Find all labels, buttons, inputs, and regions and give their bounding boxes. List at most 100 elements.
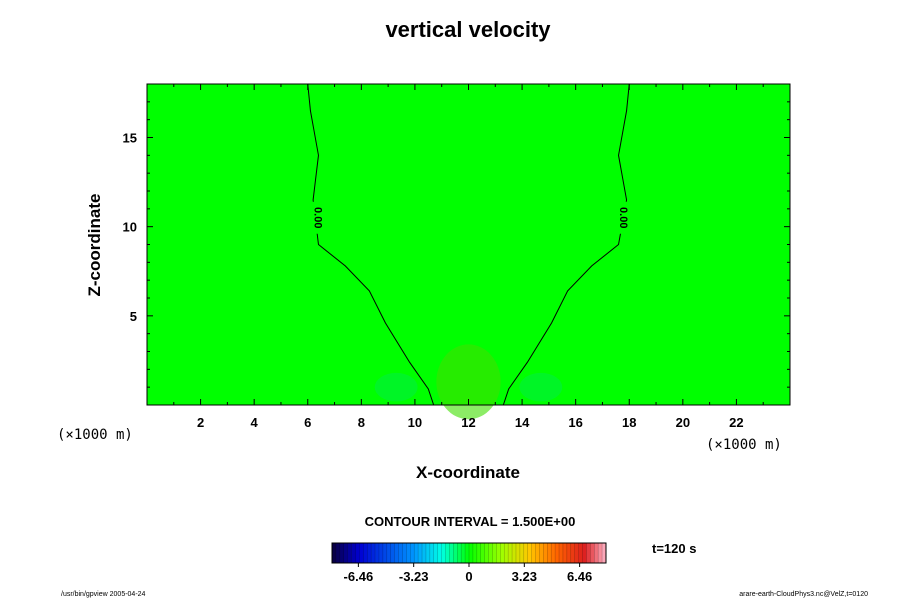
colorbar-step [598,543,603,563]
contour-interval: CONTOUR INTERVAL = 1.500E+00 [365,514,576,529]
colorbar-step [519,543,525,563]
colorbar-step [551,543,556,563]
contour-label-bg-1 [616,201,631,234]
x-axis-unit: (×1000 m) [706,437,782,453]
footer-left: /usr/bin/gpview 2005-04-24 [61,591,146,598]
colorbar-step [492,543,497,563]
colorbar-step [402,543,407,563]
contour-line-0 [307,83,435,406]
colorbar-step [469,543,474,563]
colorbar-step [496,543,501,563]
colorbar-step [484,543,489,563]
colorbar-step [555,543,560,563]
colorbar-step [355,543,360,563]
colorbar-step [570,543,575,563]
colorbar-step [457,543,462,563]
colorbar-step [461,543,466,563]
colorbar-tick-label: 0 [465,569,472,584]
colorbar-tick-label: -6.46 [344,569,374,584]
footer-right: arare-earth-CloudPhys3.nc@VelZ,t=0120 [739,591,868,598]
colorbar-step [504,543,509,563]
chart-title: vertical velocity [385,17,551,42]
x-tick-label: 14 [515,415,530,430]
x-tick-label: 18 [622,415,636,430]
x-tick-label: 6 [304,415,311,430]
field-highlight-1 [374,372,418,402]
colorbar-step [414,543,419,563]
colorbar-step [422,543,427,563]
colorbar-step [359,543,364,563]
colorbar-step [539,543,544,563]
colorbar-step [449,543,454,563]
colorbar-step [398,543,403,563]
colorbar-tick-label: 3.23 [512,569,537,584]
colorbar-step [594,543,599,563]
colorbar-step [363,543,368,563]
colorbar-step [335,543,341,563]
colorbar-step [590,543,595,563]
colorbar-step [386,543,392,563]
y-axis-label: Z-coordinate [85,194,104,297]
colorbar-step [547,543,552,563]
colorbar-step [476,543,482,563]
colorbar-step [433,543,438,563]
colorbar-step [480,543,485,563]
colorbar-step [602,543,607,563]
colorbar-step [394,543,399,563]
colorbar-step [390,543,395,563]
contour-lines: 0.00 0.00 [307,83,631,406]
colorbar-step [375,543,380,563]
contour-label-bg-0 [311,201,326,234]
contour-label-0: 0.00 [311,207,323,228]
colorbar-step [515,543,521,563]
x-tick-label: 22 [729,415,743,430]
plot-area: 0.00 0.00 2 4 6 8 10 12 14 16 18 20 22 5 10 15 [123,83,791,430]
y-tick-label: 10 [123,220,137,235]
colorbar-step [582,543,587,563]
colorbar-step [527,543,532,563]
colorbar-step [441,543,446,563]
colorbar-step [523,543,529,563]
x-axis-label: X-coordinate [416,463,520,482]
colorbar-step [559,543,564,563]
colorbar-step [351,543,356,563]
colorbar-step [343,543,348,563]
field-highlight-2 [519,372,563,402]
y-tick-label: 5 [130,309,137,324]
colorbar-step [437,543,442,563]
colorbar-step [347,543,352,563]
colorbar-step [543,543,548,563]
colorbar-step [367,543,372,563]
field-highlight-0 [436,344,501,420]
x-tick-label: 12 [461,415,475,430]
colorbar-step [472,543,478,563]
colorbar-step [339,543,345,563]
colorbar-step [371,543,376,563]
y-tick-label: 15 [123,131,137,146]
colorbar-step [531,543,536,563]
contour-label-1: 0.00 [617,207,629,228]
colorbar-step [508,543,513,563]
colorbar-step [488,543,493,563]
colorbar-step [574,543,579,563]
colorbar-step [500,543,505,563]
colorbar-step [453,543,458,563]
x-axis-ticks: 2 4 6 8 10 12 14 16 18 20 22 [146,84,791,430]
colorbar-step [465,543,470,563]
colorbar-tick-label: 6.46 [567,569,592,584]
colorbar-step [406,543,411,563]
time-label: t=120 s [652,541,696,556]
colorbar-step [429,543,435,563]
y-axis-unit: (×1000 m) [57,427,133,443]
colorbar-step [445,543,450,563]
colorbar-step [332,543,337,563]
colorbar-step [378,543,384,563]
colorbar-step [512,543,517,563]
x-tick-label: 10 [408,415,422,430]
colorbar-ticks: -6.46 -3.23 0 3.23 6.46 [344,563,592,584]
x-tick-label: 4 [251,415,259,430]
colorbar-step [425,543,431,563]
colorbar-step [410,543,415,563]
x-tick-label: 20 [676,415,690,430]
colorbar-step [418,543,423,563]
